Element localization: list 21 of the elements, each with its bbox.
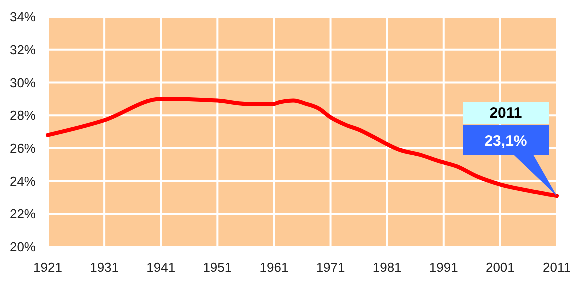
- x-tick-label: 1931: [90, 260, 120, 275]
- y-tick-label: 26%: [10, 140, 36, 156]
- y-tick-label: 24%: [10, 174, 36, 189]
- x-tick-label: 2001: [486, 260, 515, 275]
- x-tick-label: 1981: [372, 260, 402, 275]
- y-tick-label: 30%: [10, 75, 36, 90]
- y-tick-label: 20%: [10, 240, 36, 255]
- x-tick-label: 1941: [146, 260, 176, 275]
- x-tick-label: 1951: [203, 260, 232, 275]
- y-tick-label: 28%: [10, 108, 36, 124]
- y-tick-label: 34%: [10, 10, 36, 25]
- y-tick-label: 32%: [10, 42, 36, 58]
- x-tick-label: 2011: [543, 260, 571, 275]
- x-tick-label: 1921: [34, 260, 62, 275]
- x-tick-label: 1971: [316, 260, 346, 275]
- x-tick-label: 1991: [429, 260, 458, 275]
- annotation: 2011: [490, 105, 522, 122]
- y-tick-label: 22%: [10, 206, 36, 222]
- annotation: 23,1%: [484, 133, 528, 150]
- x-tick-label: 1961: [260, 260, 289, 275]
- line-series: [46, 97, 559, 198]
